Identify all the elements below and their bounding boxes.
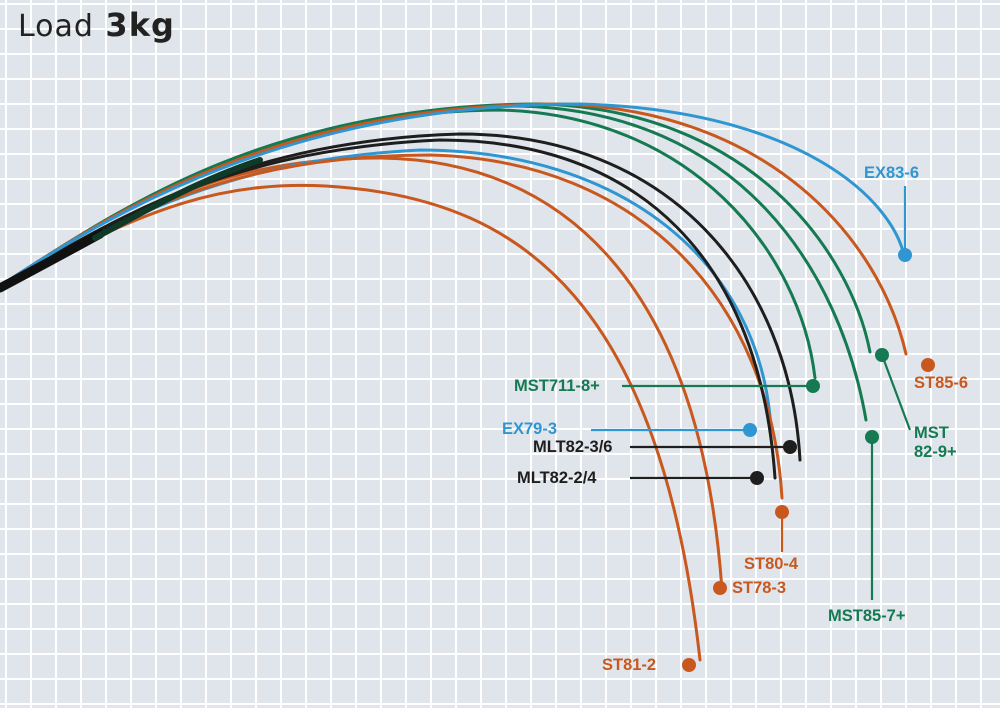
label-mlt82-2-4: MLT82-2/4 [517, 469, 597, 487]
dot-st85-6 [921, 358, 935, 372]
curve-mst85-7 [0, 104, 868, 422]
dot-st81-2 [682, 658, 696, 672]
label-mst711-8: MST711-8+ [514, 377, 600, 395]
label-st78-3: ST78-3 [732, 579, 787, 597]
dot-st78-3 [713, 581, 727, 595]
dot-mlt82-2-4 [750, 471, 764, 485]
label-st80-4: ST80-4 [744, 555, 799, 573]
dot-mst85-7 [865, 430, 879, 444]
dot-st80-4 [775, 505, 789, 519]
dot-ex79-3 [743, 423, 757, 437]
dot-ex83-6 [898, 248, 912, 262]
label-mst82-9-line2: 82-9+ [914, 443, 957, 461]
dot-mst711-8 [806, 379, 820, 393]
label-mst82-9-line1: MST [914, 424, 949, 442]
rod-butt-upper [92, 157, 263, 241]
label-ex83-6: EX83-6 [864, 164, 920, 182]
label-mst85-7: MST85-7+ [828, 607, 906, 625]
curve-st81-2 [0, 183, 702, 662]
curve-mlt82-3-6 [0, 132, 802, 462]
title-value: 3kg [105, 6, 175, 44]
dot-mlt82-3-6 [783, 440, 797, 454]
rod-butt [0, 229, 105, 293]
label-st81-2: ST81-2 [602, 656, 657, 674]
label-ex79-3: EX79-3 [502, 420, 558, 438]
chart-title: Load 3kg [18, 6, 175, 44]
dot-mst82-9 [875, 348, 889, 362]
leader-mst82-9 [880, 354, 912, 431]
curve-ex83-6 [0, 102, 907, 288]
curve-st78-3 [0, 156, 724, 592]
label-mlt82-3-6: MLT82-3/6 [533, 438, 613, 456]
title-word: Load [18, 9, 94, 44]
label-st85-6: ST85-6 [914, 374, 969, 392]
